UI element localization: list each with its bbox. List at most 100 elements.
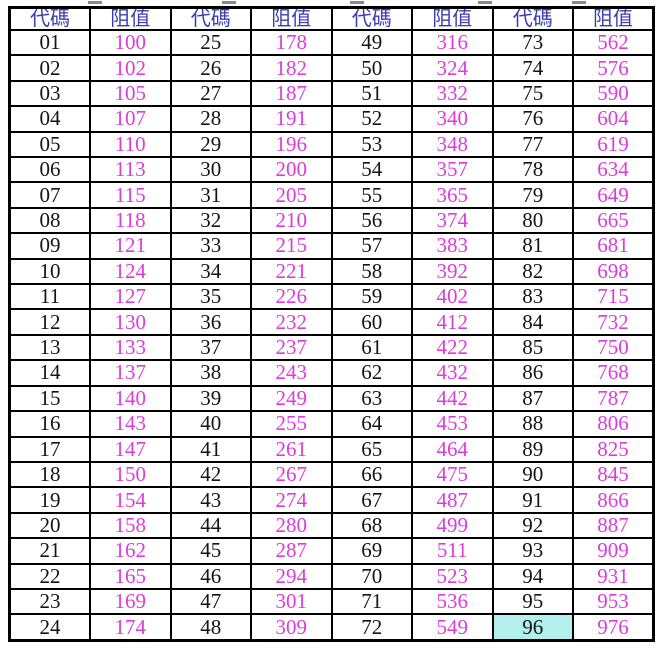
code-cell-95[interactable]: 95 bbox=[491, 587, 574, 616]
code-cell-55[interactable]: 55 bbox=[330, 181, 413, 209]
code-cell-29[interactable]: 29 bbox=[169, 130, 252, 159]
code-cell-80[interactable]: 80 bbox=[491, 206, 574, 235]
code-cell-15[interactable]: 15 bbox=[8, 384, 91, 413]
code-cell-70[interactable]: 70 bbox=[330, 562, 413, 590]
value-cell-324[interactable]: 324 bbox=[411, 54, 494, 82]
code-cell-86[interactable]: 86 bbox=[491, 359, 574, 387]
value-cell-243[interactable]: 243 bbox=[250, 359, 333, 387]
code-cell-83[interactable]: 83 bbox=[491, 283, 574, 311]
value-cell-118[interactable]: 118 bbox=[89, 206, 172, 235]
code-cell-26[interactable]: 26 bbox=[169, 54, 252, 82]
value-cell-124[interactable]: 124 bbox=[89, 257, 172, 286]
value-cell-511[interactable]: 511 bbox=[411, 537, 494, 565]
value-cell-787[interactable]: 787 bbox=[572, 384, 655, 413]
value-cell-825[interactable]: 825 bbox=[572, 435, 655, 463]
value-cell-261[interactable]: 261 bbox=[250, 435, 333, 463]
value-cell-768[interactable]: 768 bbox=[572, 359, 655, 387]
code-cell-74[interactable]: 74 bbox=[491, 54, 574, 82]
value-cell-127[interactable]: 127 bbox=[89, 283, 172, 311]
value-cell-140[interactable]: 140 bbox=[89, 384, 172, 413]
code-cell-48[interactable]: 48 bbox=[169, 613, 252, 642]
value-cell-115[interactable]: 115 bbox=[89, 181, 172, 209]
value-cell-665[interactable]: 665 bbox=[572, 206, 655, 235]
value-cell-178[interactable]: 178 bbox=[250, 28, 333, 57]
code-cell-66[interactable]: 66 bbox=[330, 460, 413, 489]
code-cell-14[interactable]: 14 bbox=[8, 359, 91, 387]
code-cell-24[interactable]: 24 bbox=[8, 613, 91, 642]
code-cell-04[interactable]: 04 bbox=[8, 105, 91, 133]
code-cell-61[interactable]: 61 bbox=[330, 333, 413, 362]
code-cell-87[interactable]: 87 bbox=[491, 384, 574, 413]
code-cell-81[interactable]: 81 bbox=[491, 232, 574, 260]
code-cell-30[interactable]: 30 bbox=[169, 156, 252, 184]
value-cell-130[interactable]: 130 bbox=[89, 308, 172, 336]
value-cell-866[interactable]: 866 bbox=[572, 486, 655, 514]
code-cell-28[interactable]: 28 bbox=[169, 105, 252, 133]
code-cell-93[interactable]: 93 bbox=[491, 537, 574, 565]
code-cell-47[interactable]: 47 bbox=[169, 587, 252, 616]
code-cell-17[interactable]: 17 bbox=[8, 435, 91, 463]
code-cell-02[interactable]: 02 bbox=[8, 54, 91, 82]
code-cell-51[interactable]: 51 bbox=[330, 79, 413, 108]
code-cell-23[interactable]: 23 bbox=[8, 587, 91, 616]
code-cell-57[interactable]: 57 bbox=[330, 232, 413, 260]
code-cell-12[interactable]: 12 bbox=[8, 308, 91, 336]
code-cell-52[interactable]: 52 bbox=[330, 105, 413, 133]
value-cell-255[interactable]: 255 bbox=[250, 410, 333, 438]
code-cell-01[interactable]: 01 bbox=[8, 28, 91, 57]
value-cell-499[interactable]: 499 bbox=[411, 511, 494, 540]
code-cell-91[interactable]: 91 bbox=[491, 486, 574, 514]
selected-code-cell-96[interactable]: 96 bbox=[491, 613, 574, 642]
code-cell-94[interactable]: 94 bbox=[491, 562, 574, 590]
value-cell-191[interactable]: 191 bbox=[250, 105, 333, 133]
value-cell-274[interactable]: 274 bbox=[250, 486, 333, 514]
value-cell-232[interactable]: 232 bbox=[250, 308, 333, 336]
code-cell-33[interactable]: 33 bbox=[169, 232, 252, 260]
code-cell-67[interactable]: 67 bbox=[330, 486, 413, 514]
value-cell-137[interactable]: 137 bbox=[89, 359, 172, 387]
code-cell-31[interactable]: 31 bbox=[169, 181, 252, 209]
value-cell-249[interactable]: 249 bbox=[250, 384, 333, 413]
value-cell-226[interactable]: 226 bbox=[250, 283, 333, 311]
value-cell-348[interactable]: 348 bbox=[411, 130, 494, 159]
value-cell-133[interactable]: 133 bbox=[89, 333, 172, 362]
code-cell-89[interactable]: 89 bbox=[491, 435, 574, 463]
code-cell-71[interactable]: 71 bbox=[330, 587, 413, 616]
value-cell-931[interactable]: 931 bbox=[572, 562, 655, 590]
code-cell-08[interactable]: 08 bbox=[8, 206, 91, 235]
value-cell-681[interactable]: 681 bbox=[572, 232, 655, 260]
value-cell-909[interactable]: 909 bbox=[572, 537, 655, 565]
code-cell-18[interactable]: 18 bbox=[8, 460, 91, 489]
code-cell-07[interactable]: 07 bbox=[8, 181, 91, 209]
value-cell-301[interactable]: 301 bbox=[250, 587, 333, 616]
value-cell-976[interactable]: 976 bbox=[572, 613, 655, 642]
value-cell-102[interactable]: 102 bbox=[89, 54, 172, 82]
value-cell-210[interactable]: 210 bbox=[250, 206, 333, 235]
code-cell-63[interactable]: 63 bbox=[330, 384, 413, 413]
value-cell-732[interactable]: 732 bbox=[572, 308, 655, 336]
value-cell-453[interactable]: 453 bbox=[411, 410, 494, 438]
code-cell-77[interactable]: 77 bbox=[491, 130, 574, 159]
code-cell-49[interactable]: 49 bbox=[330, 28, 413, 57]
code-cell-35[interactable]: 35 bbox=[169, 283, 252, 311]
code-cell-43[interactable]: 43 bbox=[169, 486, 252, 514]
value-cell-715[interactable]: 715 bbox=[572, 283, 655, 311]
value-cell-649[interactable]: 649 bbox=[572, 181, 655, 209]
value-cell-604[interactable]: 604 bbox=[572, 105, 655, 133]
value-cell-374[interactable]: 374 bbox=[411, 206, 494, 235]
code-cell-88[interactable]: 88 bbox=[491, 410, 574, 438]
code-cell-20[interactable]: 20 bbox=[8, 511, 91, 540]
code-cell-45[interactable]: 45 bbox=[169, 537, 252, 565]
value-cell-107[interactable]: 107 bbox=[89, 105, 172, 133]
code-cell-13[interactable]: 13 bbox=[8, 333, 91, 362]
code-cell-41[interactable]: 41 bbox=[169, 435, 252, 463]
value-cell-392[interactable]: 392 bbox=[411, 257, 494, 286]
code-cell-40[interactable]: 40 bbox=[169, 410, 252, 438]
code-cell-38[interactable]: 38 bbox=[169, 359, 252, 387]
value-cell-316[interactable]: 316 bbox=[411, 28, 494, 57]
value-cell-619[interactable]: 619 bbox=[572, 130, 655, 159]
code-cell-59[interactable]: 59 bbox=[330, 283, 413, 311]
value-cell-221[interactable]: 221 bbox=[250, 257, 333, 286]
code-cell-11[interactable]: 11 bbox=[8, 283, 91, 311]
code-cell-03[interactable]: 03 bbox=[8, 79, 91, 108]
